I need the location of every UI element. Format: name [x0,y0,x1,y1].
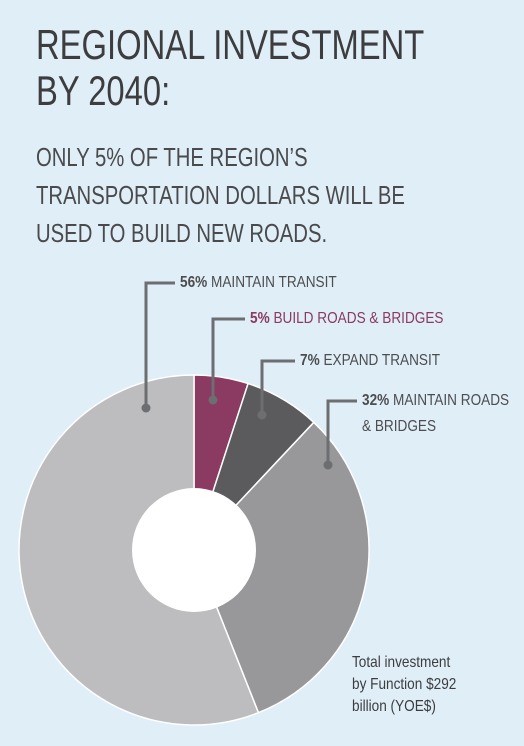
note: Total investment by Function $292 billio… [352,654,457,715]
title-line: BY 2040: [36,67,171,114]
leader-line [144,281,175,408]
category-label: MAINTAIN ROADS & BRIDGES [362,392,510,435]
leader-line [211,317,245,400]
slice-label: 32% MAINTAIN ROADS & BRIDGES [362,388,511,440]
leader-dot [323,460,333,470]
value-label: 7% [300,352,320,369]
donut-slice [193,421,370,714]
category-label: MAINTAIN TRANSIT [211,274,337,291]
leader-dot [208,395,218,405]
slice-label: 7% EXPAND TRANSIT [300,348,440,374]
slice-label: 56% MAINTAIN TRANSIT [180,270,337,296]
leader-line [260,359,295,415]
subtitle-line: USED TO BUILD NEW ROADS. [36,218,328,248]
title-line: REGIONAL INVESTMENT [36,21,425,68]
leader-dot [141,403,151,413]
leader-dot [257,410,267,420]
subtitle-line: TRANSPORTATION DOLLARS WILL BE [36,180,405,210]
value-label: 56% [180,274,208,291]
leader-line [326,399,357,465]
category-label: EXPAND TRANSIT [323,352,441,369]
value-label: 32% [362,392,390,409]
donut-hole [132,488,256,612]
value-label: 5% [250,310,270,327]
category-label: BUILD ROADS & BRIDGES [273,310,444,327]
slice-label: 5% BUILD ROADS & BRIDGES [250,306,443,332]
subtitle-line: ONLY 5% OF THE REGION’S [36,142,308,172]
